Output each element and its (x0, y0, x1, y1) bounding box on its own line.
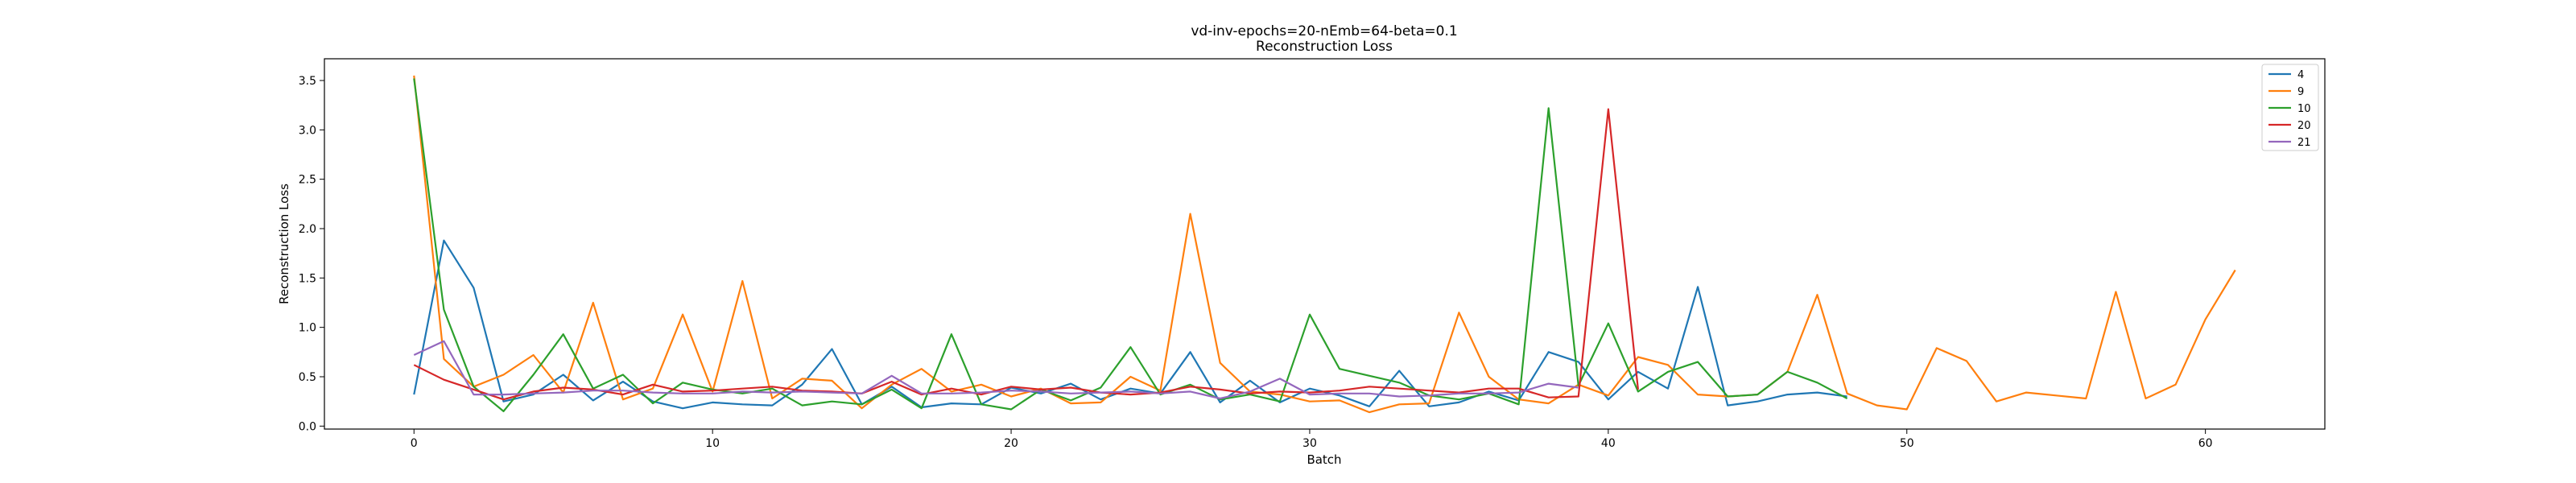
x-axis-label: Batch (1307, 452, 1341, 467)
chart-subtitle: Reconstruction Loss (1256, 39, 1393, 55)
legend-label-4: 4 (2297, 69, 2304, 81)
series-line-21 (413, 340, 1579, 400)
x-axis-ticks: 0 10 20 30 40 50 60 (411, 429, 2213, 450)
y-tick-label: 3.0 (299, 124, 316, 137)
x-tick-label: 0 (411, 437, 418, 450)
y-axis-label: Reconstruction Loss (277, 184, 291, 304)
legend-items: 4 9 10 20 21 (2268, 69, 2311, 149)
y-tick-label: 2.5 (299, 174, 316, 187)
plot-area (324, 59, 2325, 429)
series-line-4 (413, 239, 1847, 410)
legend-label-9: 9 (2297, 86, 2304, 98)
legend-label-21: 21 (2297, 137, 2311, 149)
legend: 4 9 10 20 21 (2261, 64, 2319, 151)
series-line-10 (413, 78, 1848, 412)
y-tick-label: 1.0 (299, 322, 316, 335)
series-line-9 (413, 75, 2236, 414)
y-tick-label: 2.0 (299, 223, 316, 236)
x-tick-label: 50 (1900, 437, 1914, 450)
x-tick-label: 40 (1601, 437, 1616, 450)
x-tick-label: 10 (705, 437, 720, 450)
y-tick-label: 0.5 (299, 371, 316, 384)
y-axis-ticks: 0.0 0.5 1.0 1.5 2.0 2.5 3.0 3.5 (299, 75, 324, 433)
chart-title: vd-inv-epochs=20-nEmb=64-beta=0.1 (1191, 23, 1457, 39)
y-tick-label: 1.5 (299, 272, 316, 285)
series-layer (413, 75, 2236, 414)
legend-label-10: 10 (2297, 103, 2311, 115)
x-tick-label: 20 (1004, 437, 1018, 450)
y-tick-label: 3.5 (299, 75, 316, 88)
legend-label-20: 20 (2297, 120, 2311, 132)
y-tick-label: 0.0 (299, 420, 316, 433)
x-tick-label: 30 (1302, 437, 1317, 450)
plot-frame (324, 58, 2326, 430)
series-line-20 (413, 108, 1639, 401)
x-tick-label: 60 (2198, 437, 2213, 450)
